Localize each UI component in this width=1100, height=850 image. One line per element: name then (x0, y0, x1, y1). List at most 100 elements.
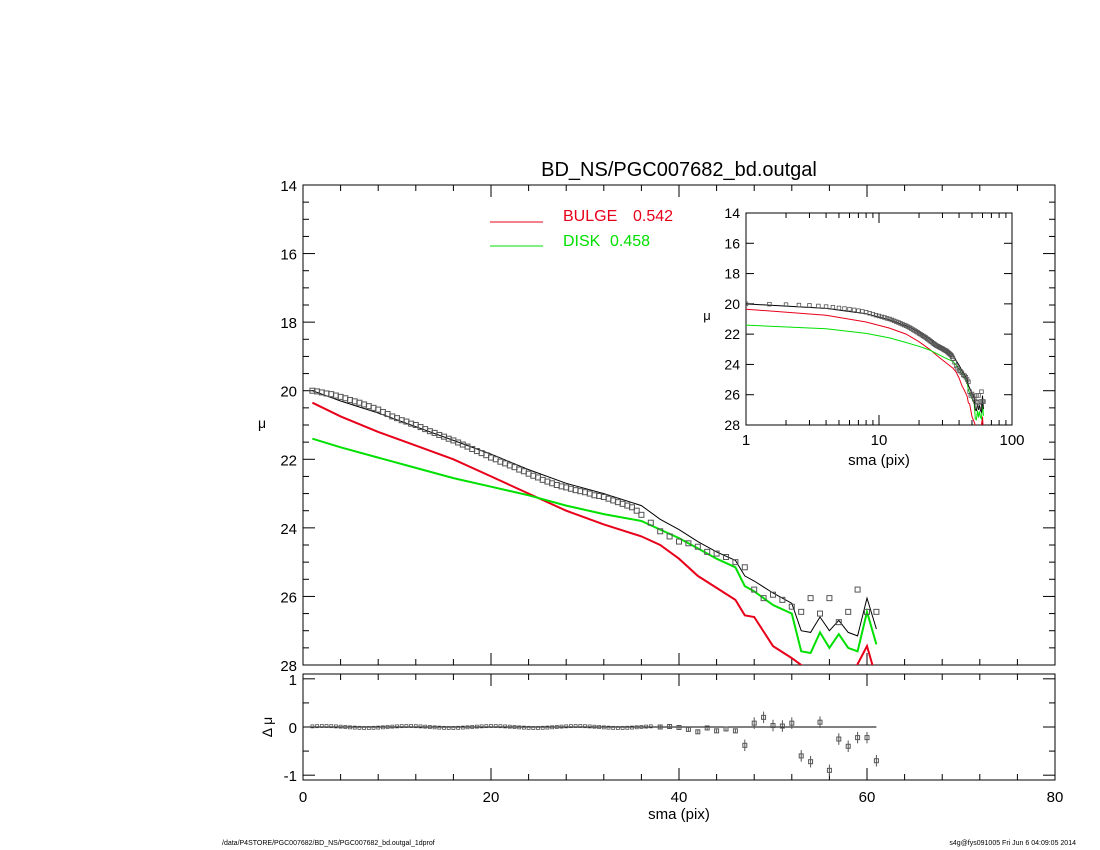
main-y-axis-label: μ (258, 415, 266, 431)
residual-point (526, 725, 531, 730)
main-y-tick-label: 26 (280, 589, 297, 606)
residual-point (390, 724, 395, 729)
inset-y-tick-label: 24 (724, 356, 740, 372)
residual-point (484, 724, 489, 729)
residual-x-tick-label: 40 (671, 789, 688, 806)
inset-y-tick-label: 18 (724, 266, 740, 282)
residual-point (634, 725, 639, 730)
inset-y-tick-label: 20 (724, 296, 740, 312)
residual-point (620, 726, 625, 730)
residual-point (667, 724, 673, 730)
data-point (864, 608, 870, 615)
model-line (312, 390, 877, 637)
residual-point (498, 724, 503, 729)
residual-point (324, 724, 329, 728)
inset-data-point (884, 316, 890, 321)
inset-panel: 14 16 18 20 22 24 26 281 10 100 μ sma (pix) (703, 205, 1024, 469)
legend-disk-label: DISK (563, 233, 601, 250)
data-point (685, 540, 692, 547)
data-point (694, 543, 701, 550)
residual-point (380, 725, 385, 730)
main-series-group (309, 387, 880, 665)
legend-bulge-label: BULGE (563, 208, 617, 225)
inset-disk-line (746, 324, 984, 421)
residual-series-group (310, 711, 879, 777)
residual-point (310, 724, 315, 729)
data-point (633, 507, 640, 514)
residual-point (366, 726, 371, 730)
inset-data-point (807, 303, 812, 308)
residual-x-tick-label: 0 (299, 789, 307, 806)
legend-bulge-value: 0.542 (633, 208, 673, 225)
residual-point (761, 714, 767, 720)
data-point (826, 595, 833, 602)
residual-y-tick-label: 1 (289, 672, 297, 689)
inset-data-point (746, 301, 749, 307)
residual-point (418, 724, 423, 729)
residual-point (442, 725, 446, 730)
inset-data-point (783, 302, 789, 307)
residual-point (779, 723, 785, 729)
residual-point (714, 728, 720, 734)
residual-point (362, 726, 367, 730)
residual-point (616, 726, 620, 730)
residual-point (648, 724, 653, 729)
main-y-tick-label: 18 (280, 315, 297, 332)
residual-point (432, 725, 437, 730)
residual-point (657, 724, 663, 730)
chart-title: BD_NS/PGC007682_bd.outgal (541, 159, 817, 181)
data-point (741, 564, 748, 571)
residual-point (460, 725, 465, 730)
residual-point (742, 742, 748, 748)
inset-data-point (830, 304, 836, 310)
inset-data-point (977, 403, 982, 409)
residual-x-tick-label: 80 (1047, 789, 1064, 806)
residual-point (573, 724, 578, 728)
data-point (845, 608, 852, 615)
residual-point (611, 725, 616, 730)
residual-point (630, 725, 634, 730)
residual-point (522, 725, 526, 730)
residual-point (545, 725, 550, 730)
residual-point (371, 725, 376, 730)
residual-point (808, 759, 814, 765)
data-point (788, 603, 795, 610)
residual-point (376, 725, 381, 730)
inset-data-point (976, 393, 981, 398)
data-point (817, 610, 823, 617)
residual-point (465, 725, 470, 730)
data-point (704, 548, 711, 555)
inset-y-tick-label: 22 (724, 326, 740, 342)
residual-point (493, 724, 498, 728)
data-point (779, 596, 786, 603)
residual-point (559, 724, 564, 729)
data-point (713, 550, 720, 557)
inset-x-axis-label: sma (pix) (848, 452, 910, 469)
residual-point (343, 725, 348, 729)
residual-point (333, 724, 338, 729)
residual-point (446, 726, 451, 730)
inset-data-point (816, 303, 821, 309)
main-y-tick-label: 16 (280, 247, 297, 264)
inset-y-axis-label: μ (703, 308, 711, 323)
residual-point (583, 724, 587, 729)
inset-y-tick-label: 16 (724, 235, 740, 251)
residual-point (503, 724, 508, 729)
data-point (629, 504, 635, 511)
inset-data-point (969, 391, 975, 397)
residual-point (352, 725, 357, 730)
residual-point (625, 725, 630, 730)
residual-point (404, 724, 409, 728)
residual-point (319, 724, 324, 728)
footer-file-path: /data/P4STORE/PGC007682/BD_NS/PGC007682_… (222, 840, 435, 847)
main-y-tick-label: 20 (280, 384, 297, 401)
residual-point (329, 724, 334, 729)
inset-series-group (746, 301, 986, 425)
inset-data-point (964, 377, 970, 382)
inset-x-tick-label: 10 (871, 432, 888, 449)
residual-axes: 10-10 20 40 60 80 (284, 672, 1064, 806)
residual-point (597, 725, 601, 729)
residual-x-tick-label: 60 (859, 789, 876, 806)
data-point (647, 519, 654, 526)
residual-point (836, 736, 842, 742)
